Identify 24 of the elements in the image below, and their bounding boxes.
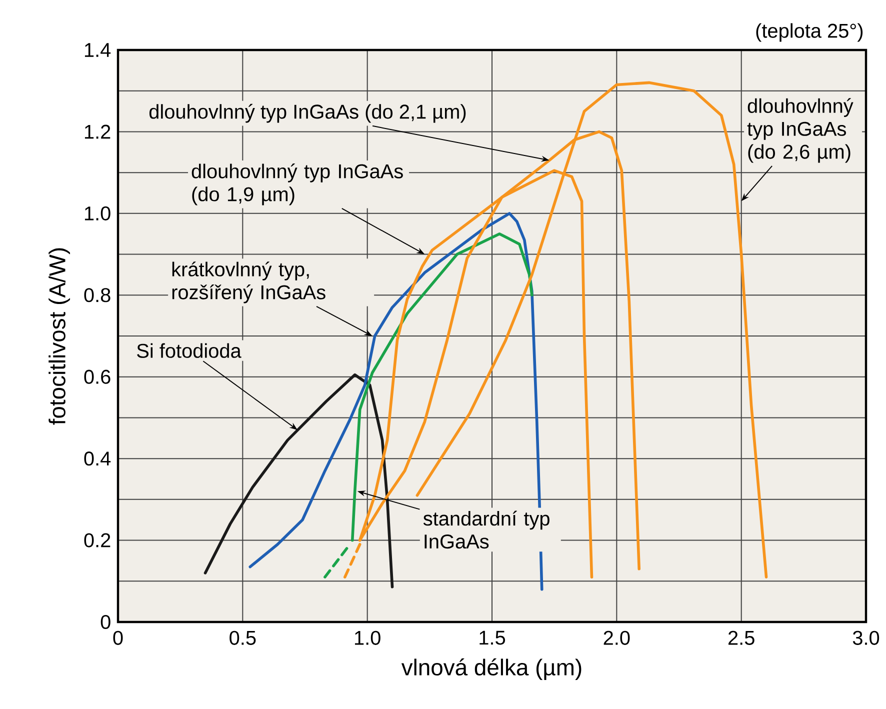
x-tick-label: 3.0	[852, 630, 880, 645]
y-tick-label: 0.8	[84, 288, 110, 302]
annotation: Si fotodioda	[137, 343, 242, 358]
y-tick-label: 0	[100, 614, 110, 630]
annotation: standardní typ InGaAs	[423, 510, 550, 549]
x-tick-label: 1.5	[480, 630, 506, 645]
y-tick-label: 0.6	[84, 370, 110, 384]
text: (teplota 25°)	[756, 23, 863, 42]
x-tick-label: 0	[113, 630, 123, 645]
annotation: dlouhovlnný typ InGaAs (do 1,9 µm)	[192, 164, 403, 206]
y-tick-label: 1.4	[84, 43, 111, 57]
annotation: dlouhovlnný typ InGaAs (do 2,1 µm)	[149, 104, 466, 123]
y-axis-title: fotocitlivost (A/W)	[48, 248, 70, 425]
x-tick-label: 2.5	[728, 630, 754, 645]
x-tick-label: 2.0	[604, 630, 630, 645]
x-tick-label: 1.0	[355, 630, 380, 645]
x-tick-label: 0.5	[230, 630, 256, 645]
y-tick-label: 1.2	[84, 124, 110, 139]
y-tick-label: 1.0	[84, 206, 110, 220]
annotation: krátkovlnný typ, rozšířený InGaAs	[172, 262, 326, 304]
annotation: dlouhovlnný typ InGaAs (do 2,6 µm)	[747, 98, 854, 163]
x-axis-title: vlnová délka (µm)	[401, 658, 582, 680]
y-tick-label: 0.2	[84, 533, 110, 548]
y-tick-label: 0.4	[84, 452, 111, 466]
